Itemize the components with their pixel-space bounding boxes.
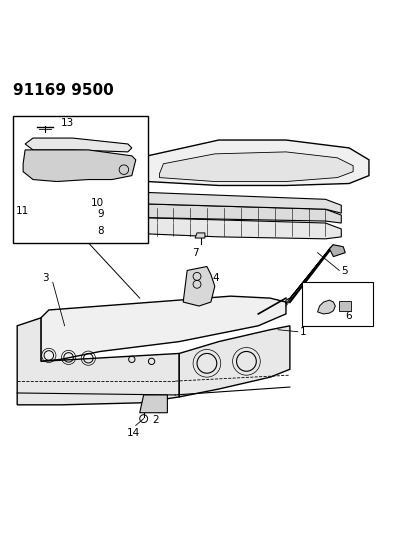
Text: 7: 7 xyxy=(192,247,198,257)
Polygon shape xyxy=(17,318,179,405)
Text: 9: 9 xyxy=(98,209,104,220)
Text: 8: 8 xyxy=(98,226,104,236)
Text: 13: 13 xyxy=(60,118,74,128)
Text: 10: 10 xyxy=(91,198,104,208)
Polygon shape xyxy=(116,191,341,213)
Bar xyxy=(339,301,351,311)
Text: 91169 9500: 91169 9500 xyxy=(13,83,114,98)
Polygon shape xyxy=(120,203,341,223)
Polygon shape xyxy=(120,217,341,239)
Polygon shape xyxy=(286,245,334,304)
Text: 11: 11 xyxy=(16,206,29,216)
Polygon shape xyxy=(183,266,215,306)
Polygon shape xyxy=(140,395,168,413)
Polygon shape xyxy=(318,300,336,314)
Polygon shape xyxy=(144,140,369,185)
Polygon shape xyxy=(41,296,286,361)
Polygon shape xyxy=(23,150,136,182)
Bar xyxy=(302,282,373,326)
Text: 5: 5 xyxy=(341,266,348,276)
Polygon shape xyxy=(195,233,205,238)
Text: 2: 2 xyxy=(152,415,159,425)
Polygon shape xyxy=(179,326,290,397)
Polygon shape xyxy=(25,138,132,152)
Text: 1: 1 xyxy=(300,327,306,337)
Text: 6: 6 xyxy=(345,311,352,321)
Bar xyxy=(13,116,148,243)
Polygon shape xyxy=(330,245,345,256)
Text: 3: 3 xyxy=(42,273,49,284)
Text: 4: 4 xyxy=(213,272,219,282)
Polygon shape xyxy=(160,152,353,182)
Text: 12: 12 xyxy=(92,145,105,155)
Text: 14: 14 xyxy=(127,428,140,438)
